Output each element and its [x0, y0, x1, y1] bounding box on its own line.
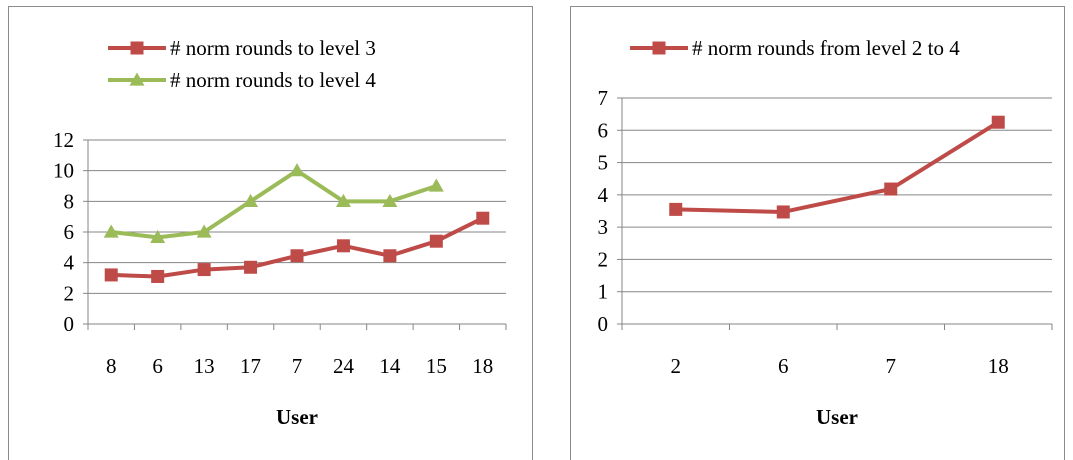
series	[104, 211, 490, 283]
y-tick-label: 2	[64, 281, 75, 305]
x-tick-label: 17	[240, 354, 261, 378]
x-tick-label: 18	[988, 354, 1009, 378]
x-axis-title: User	[816, 405, 858, 429]
legend-entry: # norm rounds to level 4	[108, 68, 376, 92]
data-point	[335, 193, 351, 207]
series-line	[675, 120, 1000, 214]
data-point	[196, 224, 212, 238]
y-tick-label: 8	[64, 189, 75, 213]
x-tick-label: 24	[333, 354, 355, 378]
legend-label: # norm rounds from level 2 to 4	[692, 36, 960, 60]
series	[103, 163, 444, 243]
x-tick-label: 6	[152, 354, 163, 378]
x-tick-label: 7	[886, 354, 897, 378]
series-line	[111, 216, 484, 279]
data-point	[776, 205, 790, 219]
data-point	[289, 163, 305, 177]
y-tick-label: 4	[64, 251, 75, 275]
legend-marker	[130, 41, 144, 55]
x-tick-label: 6	[778, 354, 789, 378]
y-tick-label: 4	[598, 183, 609, 207]
y-tick-label: 5	[598, 151, 609, 175]
data-point	[884, 182, 898, 196]
series-line	[110, 168, 437, 240]
legend-marker	[129, 72, 145, 86]
data-point	[669, 202, 683, 216]
data-point	[243, 193, 259, 207]
data-point	[428, 178, 444, 192]
data-point	[383, 249, 397, 263]
data-point	[244, 260, 258, 274]
x-tick-label: 14	[379, 354, 401, 378]
chart-right: 0 1 2 3 4 5 6 7 2 6 7 18 User # norm rounds from leve…	[570, 6, 1065, 460]
data-point	[991, 115, 1005, 129]
data-point	[290, 249, 304, 263]
y-tick-label: 6	[598, 118, 609, 142]
y-tick-label: 2	[598, 247, 609, 271]
y-tick-label: 0	[64, 312, 75, 336]
data-point	[382, 193, 398, 207]
data-point	[150, 229, 166, 243]
x-axis-title: User	[276, 405, 318, 429]
y-tick-label: 0	[598, 312, 609, 336]
legend-entry: # norm rounds from level 2 to 4	[630, 36, 960, 60]
chart-frame	[570, 6, 1065, 460]
data-point	[336, 239, 350, 253]
data-point	[104, 268, 118, 282]
y-tick-label: 6	[64, 220, 75, 244]
y-tick-label: 1	[598, 280, 609, 304]
y-tick-label: 12	[53, 128, 74, 152]
series	[669, 115, 1005, 219]
data-point	[197, 263, 211, 277]
chart-frame	[8, 6, 533, 460]
y-tick-label: 10	[53, 159, 74, 183]
y-tick-label: 7	[598, 86, 609, 110]
data-point	[151, 269, 165, 283]
x-tick-label: 15	[426, 354, 447, 378]
legend-marker	[652, 41, 666, 55]
x-tick-label: 2	[671, 354, 682, 378]
y-tick-label: 3	[598, 215, 609, 239]
legend-label: # norm rounds to level 3	[170, 36, 376, 60]
data-point	[429, 234, 443, 248]
data-point	[476, 211, 490, 225]
legend-entry: # norm rounds to level 3	[108, 36, 376, 60]
x-tick-label: 13	[194, 354, 215, 378]
x-tick-label: 8	[106, 354, 117, 378]
data-point	[103, 224, 119, 238]
legend-label: # norm rounds to level 4	[170, 68, 376, 92]
x-tick-label: 18	[472, 354, 493, 378]
x-tick-label: 7	[292, 354, 303, 378]
